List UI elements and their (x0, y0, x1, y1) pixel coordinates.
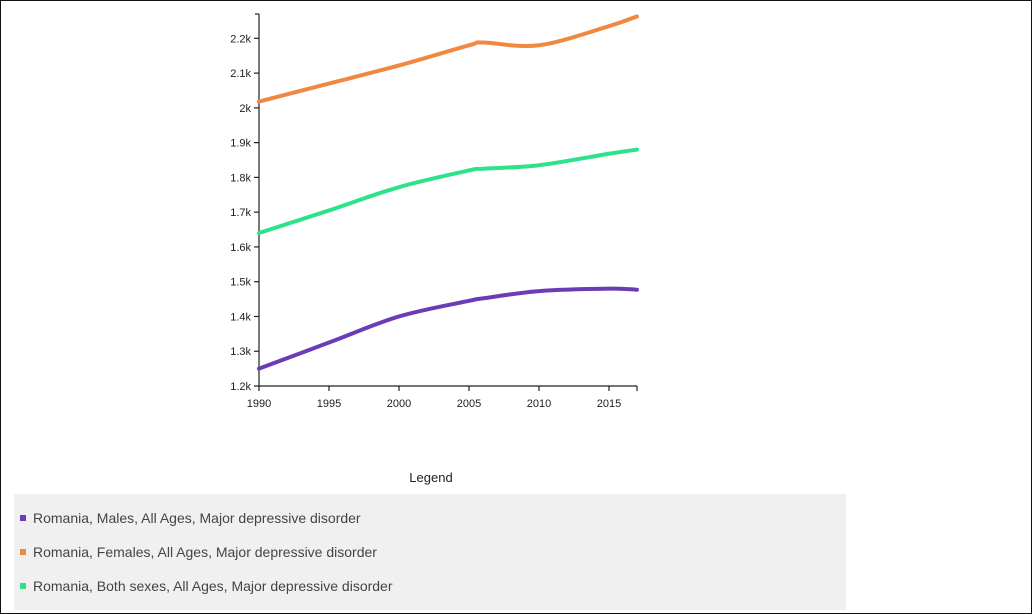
series-layer (257, 14, 639, 371)
y-tick-label: 1.5k (230, 277, 251, 289)
y-tick-label: 1.7k (230, 207, 251, 219)
x-tick-label: 2015 (597, 398, 621, 410)
legend-label-males: Romania, Males, All Ages, Major depressi… (33, 510, 361, 526)
legend-item-both-sexes[interactable]: Romania, Both sexes, All Ages, Major dep… (20, 576, 393, 596)
y-tick-label: 2.2k (230, 33, 251, 45)
legend-label-both-sexes: Romania, Both sexes, All Ages, Major dep… (33, 578, 393, 594)
x-tick-label: 2010 (527, 398, 551, 410)
x-tick-label: 1995 (317, 398, 341, 410)
y-tick-label: 1.4k (230, 311, 251, 323)
y-tick-label: 1.2k (230, 381, 251, 393)
legend-swatch-both-sexes (20, 583, 26, 589)
legend-swatch-females (20, 549, 26, 555)
legend-item-females[interactable]: Romania, Females, All Ages, Major depres… (20, 542, 377, 562)
y-tick-label: 1.6k (230, 242, 251, 254)
series-line-both-sexes[interactable] (257, 147, 639, 236)
x-tick-label: 2000 (387, 398, 411, 410)
y-tick-label: 1.8k (230, 172, 251, 184)
legend-title: Legend (409, 470, 453, 485)
legend-swatch-males (20, 515, 26, 521)
legend-item-males[interactable]: Romania, Males, All Ages, Major depressi… (20, 508, 361, 528)
legend: Romania, Males, All Ages, Major depressi… (14, 494, 846, 610)
x-tick-label: 2005 (457, 398, 481, 410)
x-tick-label: 1990 (247, 398, 271, 410)
series-line-females[interactable] (257, 14, 639, 104)
y-tick-label: 1.9k (230, 138, 251, 150)
y-tick-label: 2.1k (230, 68, 251, 80)
y-tick-label: 2k (239, 103, 251, 115)
axes: 1.2k 1.3k 1.4k 1.5k 1.6k 1.7k 1.8k 1.9k 2k 2.1k 2.… (230, 13, 638, 410)
legend-label-females: Romania, Females, All Ages, Major depres… (33, 544, 377, 560)
series-line-males[interactable] (257, 286, 639, 371)
y-tick-label: 1.3k (230, 346, 251, 358)
